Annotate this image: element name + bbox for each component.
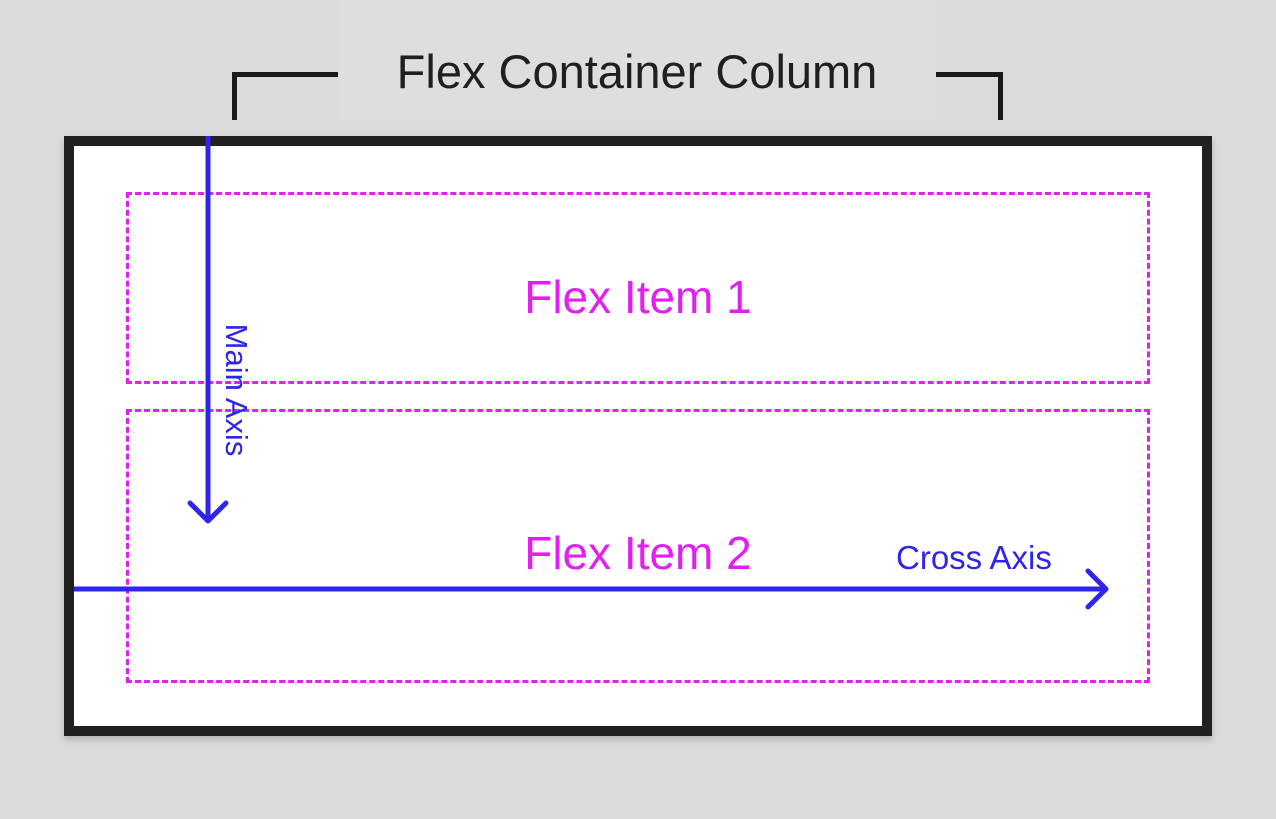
page-title: Flex Container Column [396, 45, 878, 98]
flex-item-2-label: Flex Item 2 [524, 527, 752, 579]
title-bracket-right [936, 72, 1003, 120]
cross-axis-label: Cross Axis [896, 539, 1052, 576]
flex-item-1-label: Flex Item 1 [524, 271, 752, 323]
flex-container [64, 136, 1212, 736]
title-bracket-left [232, 72, 338, 120]
flex-item-2-box [126, 409, 1150, 683]
cross-axis-arrowhead [1085, 568, 1109, 610]
main-axis-label: Main Axis [219, 323, 254, 457]
cross-axis-arrow [74, 568, 1109, 610]
main-axis-arrowhead [187, 500, 229, 524]
title-panel [338, 0, 936, 120]
flex-item-1-box [126, 192, 1150, 384]
main-axis-arrow [187, 136, 229, 524]
